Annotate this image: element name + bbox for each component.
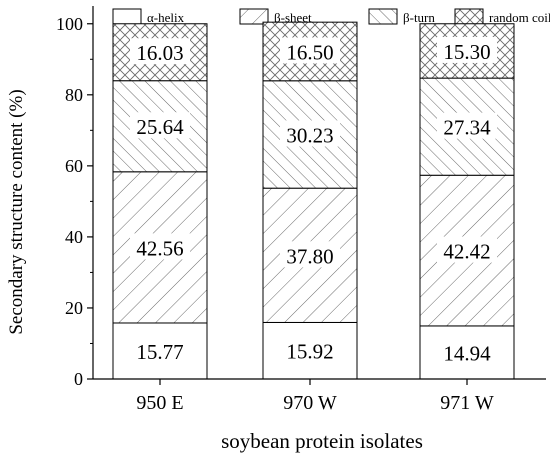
data-label: 30.23 bbox=[286, 123, 333, 147]
legend-swatch bbox=[239, 8, 269, 25]
x-tick-label: 970 W bbox=[283, 392, 337, 414]
data-label-background bbox=[280, 37, 340, 64]
data-label-background bbox=[437, 36, 497, 63]
axes: 0 20 40 60 80 100 950 E 970 W 971 W bbox=[56, 6, 546, 414]
y-tick-label: 80 bbox=[65, 85, 83, 105]
data-label: 16.03 bbox=[136, 41, 183, 65]
data-label-background bbox=[130, 233, 190, 260]
data-label-background bbox=[280, 336, 340, 363]
data-label: 37.80 bbox=[286, 244, 333, 268]
y-tick-label: 40 bbox=[65, 227, 83, 247]
legend-label: β-turn bbox=[403, 10, 435, 25]
data-label: 25.64 bbox=[136, 115, 184, 139]
bars bbox=[112, 21, 515, 380]
data-label: 16.50 bbox=[286, 40, 333, 64]
data-label: 15.92 bbox=[286, 340, 333, 364]
data-label-background bbox=[437, 236, 497, 263]
y-tick-label: 20 bbox=[65, 298, 83, 318]
legend-label: α-helix bbox=[147, 10, 185, 25]
legend-label: β-sheet bbox=[274, 10, 312, 25]
data-labels: 15.77 42.56 25.64 16.03 15.92 37.80 30.23 16.50… bbox=[130, 36, 497, 365]
legend-swatch bbox=[368, 8, 398, 25]
y-tick-label: 60 bbox=[65, 156, 83, 176]
x-tick-label: 971 W bbox=[440, 392, 494, 414]
data-label: 42.42 bbox=[443, 240, 490, 264]
data-label: 15.30 bbox=[443, 40, 490, 64]
y-axis-label: Secondary structure content (%) bbox=[6, 89, 27, 334]
legend: α-helix β-sheet β-turn random coil bbox=[112, 8, 550, 25]
data-label-background bbox=[130, 38, 190, 65]
data-label: 15.77 bbox=[136, 340, 183, 364]
data-label-background bbox=[437, 112, 497, 139]
x-tick-label: 950 E bbox=[136, 392, 183, 414]
data-label-background bbox=[280, 120, 340, 147]
data-label-background bbox=[437, 338, 497, 365]
data-label: 42.56 bbox=[136, 236, 183, 260]
legend-swatch bbox=[112, 8, 142, 25]
y-tick-label: 0 bbox=[74, 369, 83, 389]
y-tick-label: 100 bbox=[56, 14, 83, 34]
data-label-background bbox=[130, 112, 190, 139]
legend-swatch bbox=[454, 8, 484, 25]
data-label-background bbox=[280, 241, 340, 268]
legend-label: random coil bbox=[489, 10, 550, 25]
x-axis-label: soybean protein isolates bbox=[221, 429, 423, 453]
data-label: 14.94 bbox=[443, 341, 491, 365]
data-label: 27.34 bbox=[443, 116, 491, 140]
data-label-background bbox=[130, 336, 190, 363]
